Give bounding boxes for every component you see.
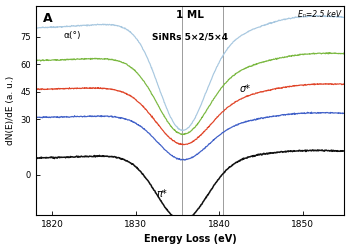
- Text: α(°): α(°): [63, 31, 81, 40]
- Text: π*: π*: [157, 189, 168, 199]
- Text: σ*: σ*: [239, 84, 251, 94]
- X-axis label: Energy Loss (eV): Energy Loss (eV): [144, 234, 236, 244]
- Text: A: A: [43, 12, 53, 25]
- Y-axis label: dN(E)/dE (a. u.): dN(E)/dE (a. u.): [6, 76, 15, 145]
- Text: 1 ML: 1 ML: [176, 10, 204, 20]
- Text: Eₙ=2.5 keV: Eₙ=2.5 keV: [298, 10, 341, 19]
- Text: SiNRs 5×2/5×4: SiNRs 5×2/5×4: [152, 33, 228, 42]
